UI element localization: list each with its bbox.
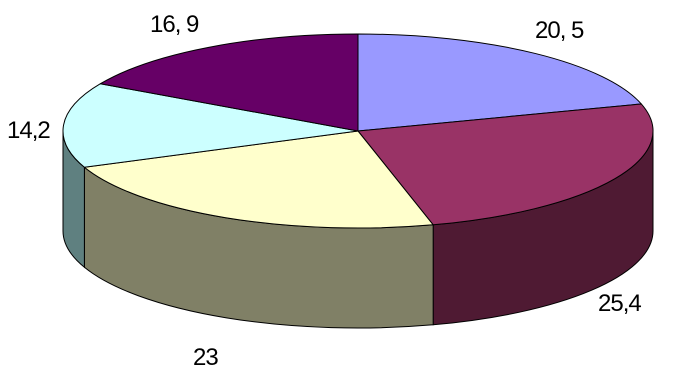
pie-sides xyxy=(62,130,654,329)
data-label-4: 16, 9 xyxy=(150,11,199,38)
pie-slice-3 xyxy=(62,83,359,168)
pie-slice-0 xyxy=(357,33,642,132)
data-labels: 20, 5 25,4 23 14,2 16, 9 xyxy=(7,11,642,368)
pie-slice-2 xyxy=(83,130,434,229)
data-label-2: 23 xyxy=(193,344,218,368)
pie-tops xyxy=(62,33,654,229)
data-label-0: 20, 5 xyxy=(535,17,584,44)
pie-slice-4 xyxy=(99,33,359,132)
pie-slice-1 xyxy=(357,103,654,226)
data-label-3: 14,2 xyxy=(7,117,50,144)
data-label-1: 25,4 xyxy=(598,290,641,317)
